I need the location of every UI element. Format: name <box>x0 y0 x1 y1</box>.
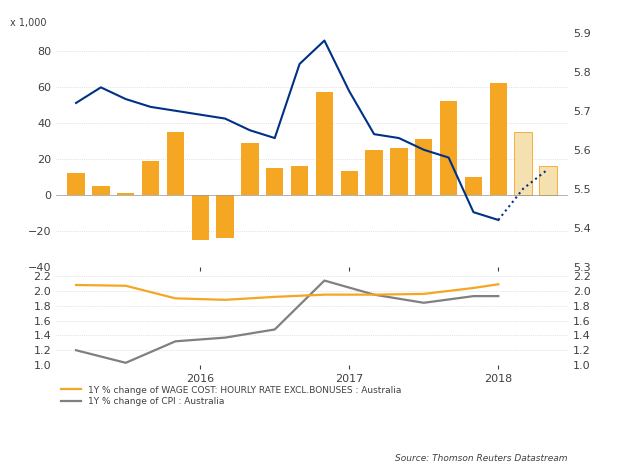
Bar <box>67 173 85 195</box>
Bar <box>291 166 308 195</box>
Bar <box>266 168 283 195</box>
Bar <box>390 148 407 195</box>
Text: Source: Thomson Reuters Datastream: Source: Thomson Reuters Datastream <box>396 454 568 463</box>
Bar <box>192 195 209 240</box>
Bar <box>539 166 557 195</box>
Bar <box>217 195 234 238</box>
Text: x 1,000: x 1,000 <box>10 18 47 28</box>
Bar <box>366 150 383 195</box>
Legend: 1Y % change of WAGE COST: HOURLY RATE EXCL.BONUSES : Australia, 1Y % change of C: 1Y % change of WAGE COST: HOURLY RATE EX… <box>61 386 401 406</box>
Bar <box>316 92 333 195</box>
Bar <box>440 101 457 195</box>
Bar <box>117 193 134 195</box>
Bar <box>341 171 358 195</box>
Bar <box>490 83 507 195</box>
Bar <box>241 143 258 195</box>
Bar <box>167 132 184 195</box>
Bar <box>514 132 532 195</box>
Bar <box>465 177 482 195</box>
Bar <box>92 186 110 195</box>
Legend: UNEMPLOYMENT RATE (LABOUR FORCE SURVEY ESTIMATE) : Australia (RH Scale), Forecas: UNEMPLOYMENT RATE (LABOUR FORCE SURVEY E… <box>61 288 450 330</box>
Bar <box>142 161 159 195</box>
Bar <box>415 139 432 195</box>
